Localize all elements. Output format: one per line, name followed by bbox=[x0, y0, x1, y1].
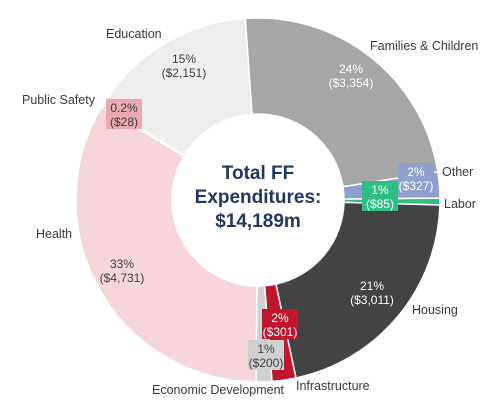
chart-labels: Families & Children24%($3,354)Other2%($3… bbox=[22, 27, 478, 397]
amount-label-economic-development: ($200) bbox=[249, 356, 284, 370]
category-label-health: Health bbox=[36, 227, 72, 241]
amount-label-public-safety: ($28) bbox=[110, 115, 138, 129]
amount-label-education: ($2,151) bbox=[162, 66, 207, 80]
category-label-other: Other bbox=[442, 165, 473, 179]
slice-health bbox=[75, 106, 258, 383]
pct-label-labor: 1% bbox=[371, 183, 389, 197]
category-label-infrastructure: Infrastructure bbox=[296, 379, 370, 393]
amount-label-infrastructure: ($301) bbox=[263, 325, 298, 339]
pct-label-public-safety: 0.2% bbox=[110, 101, 138, 115]
value-box-public-safety bbox=[106, 99, 142, 129]
slice-families-children bbox=[244, 17, 439, 188]
category-label-families-children: Families & Children bbox=[370, 39, 478, 53]
category-label-housing: Housing bbox=[412, 303, 458, 317]
category-label-public-safety: Public Safety bbox=[22, 93, 96, 107]
value-label-boxes bbox=[106, 99, 434, 370]
amount-label-other: ($327) bbox=[399, 179, 434, 193]
center-title-line-3: $14,189m bbox=[215, 211, 301, 232]
pct-label-education: 15% bbox=[172, 52, 196, 66]
pct-label-other: 2% bbox=[407, 165, 425, 179]
category-label-labor: Labor bbox=[444, 197, 476, 211]
category-label-education: Education bbox=[106, 27, 162, 41]
value-box-labor bbox=[362, 181, 398, 211]
value-box-infrastructure bbox=[262, 309, 298, 339]
center-title-line-1: Total FF bbox=[222, 163, 294, 184]
amount-label-labor: ($85) bbox=[366, 197, 394, 211]
slice-housing bbox=[275, 201, 441, 379]
pct-label-economic-development: 1% bbox=[257, 342, 275, 356]
pct-label-families-children: 24% bbox=[339, 62, 363, 76]
center-title: Total FF Expenditures: $14,189m bbox=[195, 163, 322, 232]
pct-label-health: 33% bbox=[110, 257, 134, 271]
pct-label-infrastructure: 2% bbox=[271, 311, 289, 325]
amount-label-housing: ($3,011) bbox=[350, 293, 394, 307]
pct-label-housing: 21% bbox=[360, 279, 384, 293]
category-label-economic-development: Economic Development bbox=[152, 383, 285, 397]
amount-label-families-children: ($3,354) bbox=[329, 76, 374, 90]
value-box-other bbox=[398, 163, 434, 193]
center-title-line-2: Expenditures: bbox=[195, 187, 322, 208]
amount-label-health: ($4,731) bbox=[100, 271, 145, 285]
value-box-economic-development bbox=[248, 340, 284, 370]
